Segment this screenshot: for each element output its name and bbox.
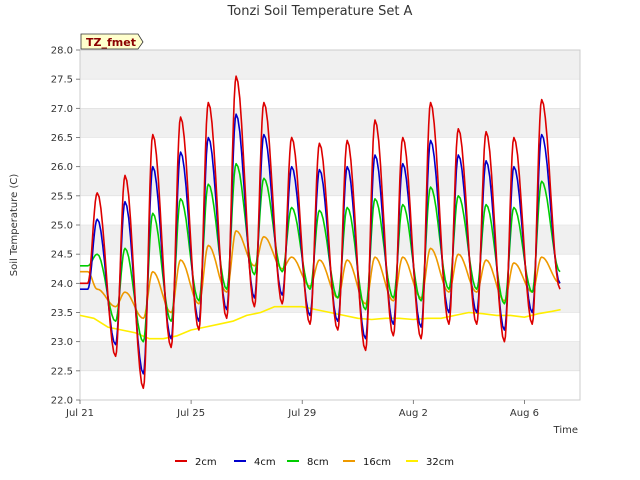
legend-label-8cm: 8cm [307, 457, 329, 468]
x-tick-label: Jul 21 [65, 408, 94, 419]
x-tick-label: Jul 25 [176, 408, 205, 419]
x-tick-label: Aug 2 [399, 408, 428, 419]
grid-band [80, 341, 580, 371]
y-axis-ticks: 22.0 22.5 23.0 23.5 24.0 24.5 25.0 25.5 26.0 26.5… [51, 46, 80, 407]
y-tick-label: 27.5 [51, 75, 73, 86]
grid-band [80, 195, 580, 225]
legend-label-32cm: 32cm [426, 457, 454, 468]
legend-label-16cm: 16cm [363, 457, 391, 468]
grid-band [80, 108, 580, 138]
y-tick-label: 26.5 [51, 133, 73, 144]
y-tick-label: 25.0 [51, 221, 73, 232]
grid-band [80, 370, 580, 400]
series-line-32cm [79, 305, 561, 340]
grid-bands [80, 49, 580, 401]
y-tick-label: 26.0 [51, 162, 73, 173]
series-lines [79, 75, 561, 390]
y-tick-label: 24.5 [51, 250, 73, 261]
station-label: TZ_fmet [86, 36, 136, 49]
legend-label-2cm: 2cm [195, 457, 217, 468]
y-tick-label: 22.0 [51, 396, 73, 407]
x-tick-label: Jul 29 [287, 408, 316, 419]
y-tick-label: 22.5 [51, 366, 73, 377]
grid-band [80, 137, 580, 167]
y-tick-label: 28.0 [51, 46, 73, 57]
legend: 2cm 4cm 8cm 16cm 32cm [175, 457, 454, 468]
y-tick-label: 24.0 [51, 279, 73, 290]
legend-label-4cm: 4cm [254, 457, 276, 468]
x-tick-label: Aug 6 [510, 408, 539, 419]
grid-band [80, 166, 580, 196]
x-axis-label: Time [553, 425, 578, 436]
chart-title: Tonzi Soil Temperature Set A [227, 4, 413, 19]
station-label-box: TZ_fmet [80, 33, 144, 50]
y-tick-label: 23.5 [51, 308, 73, 319]
grid-band [80, 50, 580, 80]
x-axis-ticks: Jul 21 Jul 25 Jul 29 Aug 2 Aug 6 [65, 400, 539, 419]
grid-band [80, 283, 580, 313]
grid-band [80, 312, 580, 342]
series-line-2cm [80, 75, 561, 390]
y-tick-label: 23.0 [51, 337, 73, 348]
grid-band [80, 79, 580, 109]
y-tick-label: 25.5 [51, 191, 73, 202]
y-axis-label: Soil Temperature (C) [9, 174, 20, 277]
y-tick-label: 27.0 [51, 104, 73, 115]
